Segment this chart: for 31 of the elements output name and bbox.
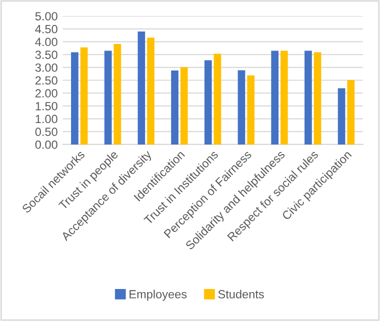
bar	[271, 50, 279, 144]
bar	[180, 67, 188, 144]
y-tick-label: 2.00	[35, 89, 58, 98]
y-tick-label: 3.50	[35, 50, 58, 59]
legend-label: Students	[218, 290, 264, 298]
bar	[314, 52, 322, 144]
y-tick-label: 2.50	[35, 76, 58, 85]
y-tick-label: 5.00	[35, 12, 58, 20]
y-tick-label: 4.00	[35, 38, 58, 46]
bar	[204, 60, 212, 144]
bar	[214, 54, 222, 144]
y-tick-label: 0.00	[35, 140, 58, 149]
bar	[280, 50, 288, 144]
bar	[71, 52, 78, 144]
bar	[147, 38, 154, 144]
legend-label: Employees	[130, 290, 187, 301]
y-tick-label: 0.50	[35, 128, 58, 136]
bar	[347, 80, 355, 144]
bar	[80, 47, 88, 144]
bar	[138, 31, 146, 144]
bar	[104, 50, 112, 144]
y-tick-label: 4.50	[35, 24, 58, 34]
bar	[238, 70, 246, 144]
y-tick-label: 1.50	[36, 102, 58, 110]
y-tick-label: 1.00	[36, 114, 58, 124]
y-tick-label: 3.00	[35, 63, 58, 72]
bar	[171, 70, 178, 144]
bar	[338, 88, 346, 144]
bar	[114, 44, 122, 144]
bar	[247, 75, 254, 144]
bar	[304, 50, 312, 144]
